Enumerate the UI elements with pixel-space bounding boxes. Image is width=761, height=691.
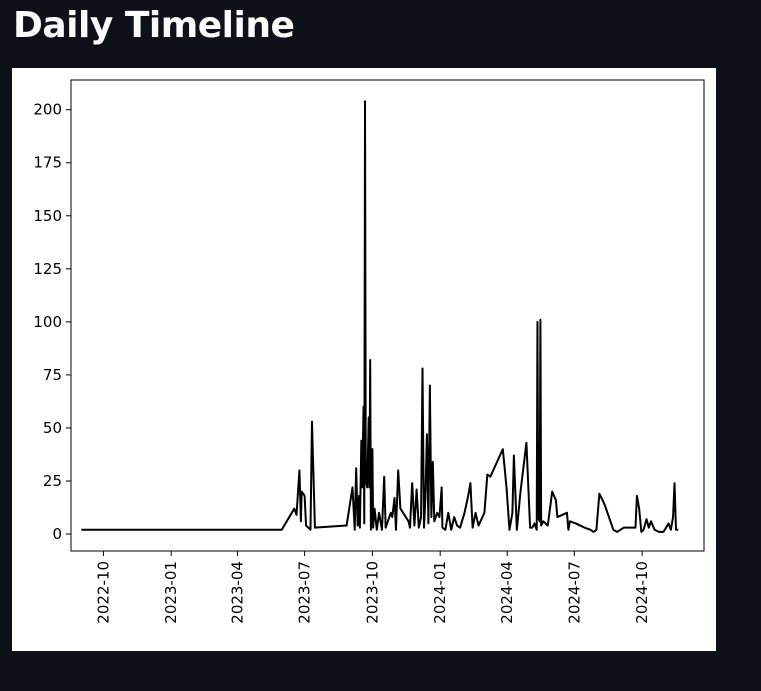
y-tick-label: 0 <box>52 525 62 543</box>
x-tick-label: 2024-04 <box>498 561 516 624</box>
chart-figure: 0 25 50 75 100 125 150 175 200 2022-10 2023-01 2023… <box>12 68 716 651</box>
y-tick-label: 50 <box>43 419 62 437</box>
x-tick-label: 2024-01 <box>431 561 449 624</box>
x-tick-label: 2023-04 <box>229 561 247 624</box>
y-tick-label: 150 <box>33 207 62 225</box>
y-tick-label: 125 <box>33 260 62 278</box>
series-line-0 <box>81 100 679 533</box>
x-tick-label: 2023-10 <box>363 561 381 624</box>
y-tick-label: 25 <box>43 472 62 490</box>
x-tick-label: 2023-07 <box>296 561 314 624</box>
x-tick-label: 2024-07 <box>565 561 583 624</box>
daily-timeline-chart: 0 25 50 75 100 125 150 175 200 2022-10 2023-01 2023… <box>33 79 705 624</box>
x-tick-label: 2024-10 <box>633 561 651 624</box>
y-tick-label: 175 <box>33 154 62 172</box>
y-tick-label: 200 <box>33 101 62 119</box>
plot-frame <box>70 79 705 552</box>
y-tick-label: 100 <box>33 313 62 331</box>
x-tick-label: 2023-01 <box>162 561 180 624</box>
x-tick-label: 2022-10 <box>94 561 112 624</box>
y-tick-label: 75 <box>43 366 62 384</box>
page-title: Daily Timeline <box>13 5 295 46</box>
